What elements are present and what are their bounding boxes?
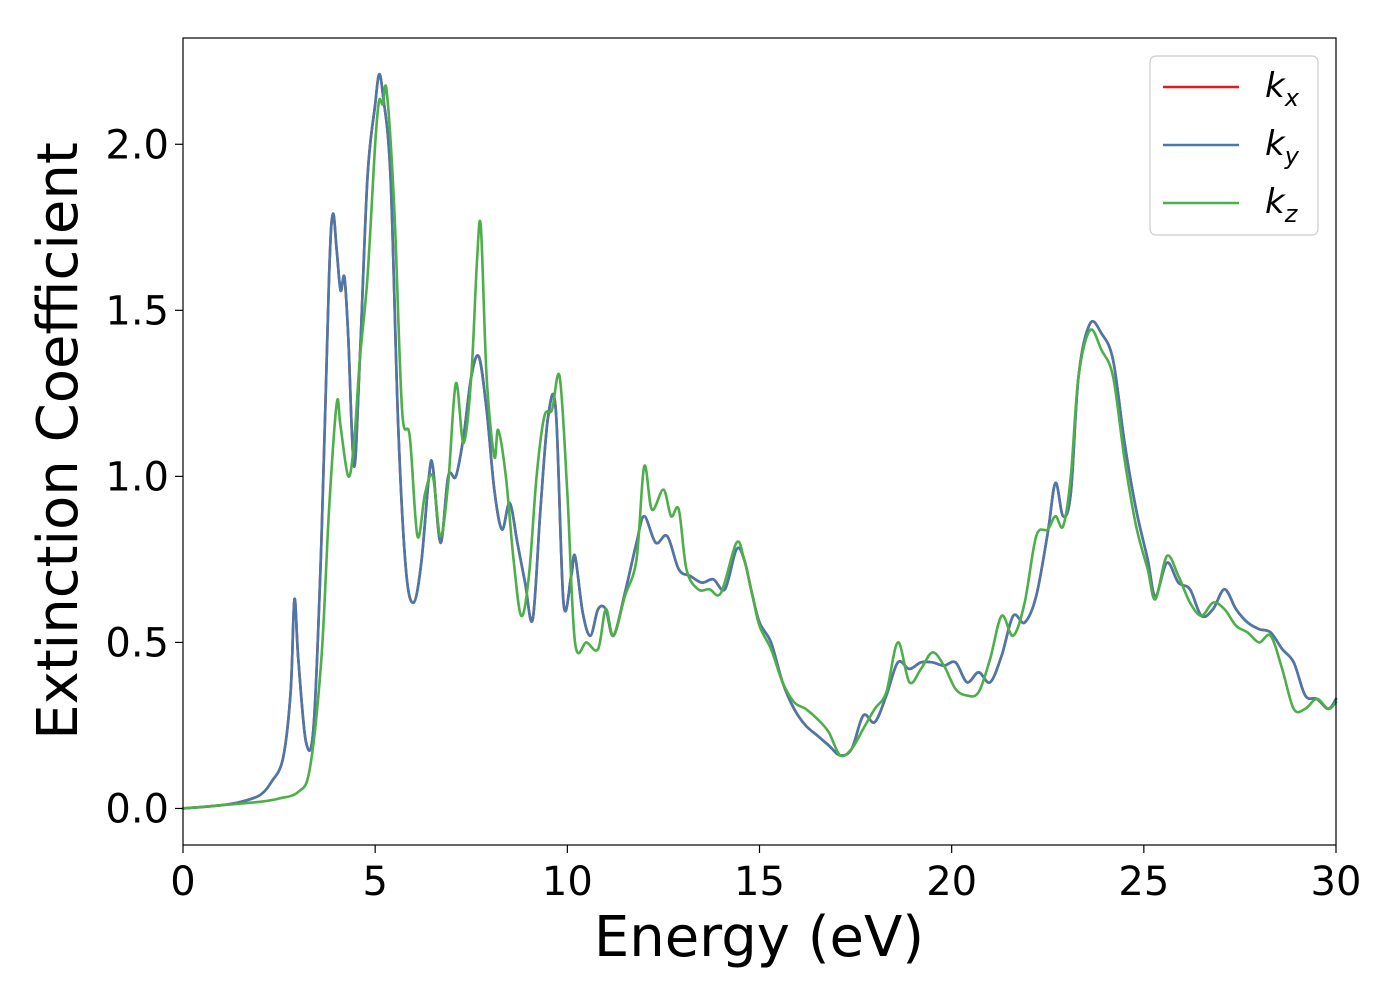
x-tick-label: 25 bbox=[1118, 859, 1169, 905]
x-tick-label: 10 bbox=[542, 859, 593, 905]
y-tick-label: 0.0 bbox=[105, 786, 169, 832]
x-tick-label: 20 bbox=[926, 859, 977, 905]
y-tick-label: 1.0 bbox=[105, 454, 169, 500]
legend-label-ky: ky bbox=[1265, 124, 1300, 170]
series-layer bbox=[181, 72, 1338, 810]
x-axis-title: Energy (eV) bbox=[594, 905, 924, 970]
x-tick-label: 0 bbox=[170, 859, 195, 905]
series-line-kz bbox=[181, 84, 1338, 810]
y-tick-label: 2.0 bbox=[105, 122, 169, 168]
legend-label-kx: kx bbox=[1265, 66, 1300, 112]
series-line-ky bbox=[181, 72, 1338, 810]
y-tick-label: 1.5 bbox=[105, 288, 169, 334]
x-tick-label: 5 bbox=[362, 859, 387, 905]
x-axis: 0 5 10 15 20 25 30 bbox=[170, 845, 1361, 905]
x-tick-label: 15 bbox=[734, 859, 785, 905]
y-axis-title: Extinction Coefficient bbox=[26, 142, 91, 740]
y-tick-label: 0.5 bbox=[105, 620, 169, 666]
y-axis: 0.0 0.5 1.0 1.5 2.0 bbox=[105, 122, 183, 832]
x-tick-label: 30 bbox=[1311, 859, 1362, 905]
